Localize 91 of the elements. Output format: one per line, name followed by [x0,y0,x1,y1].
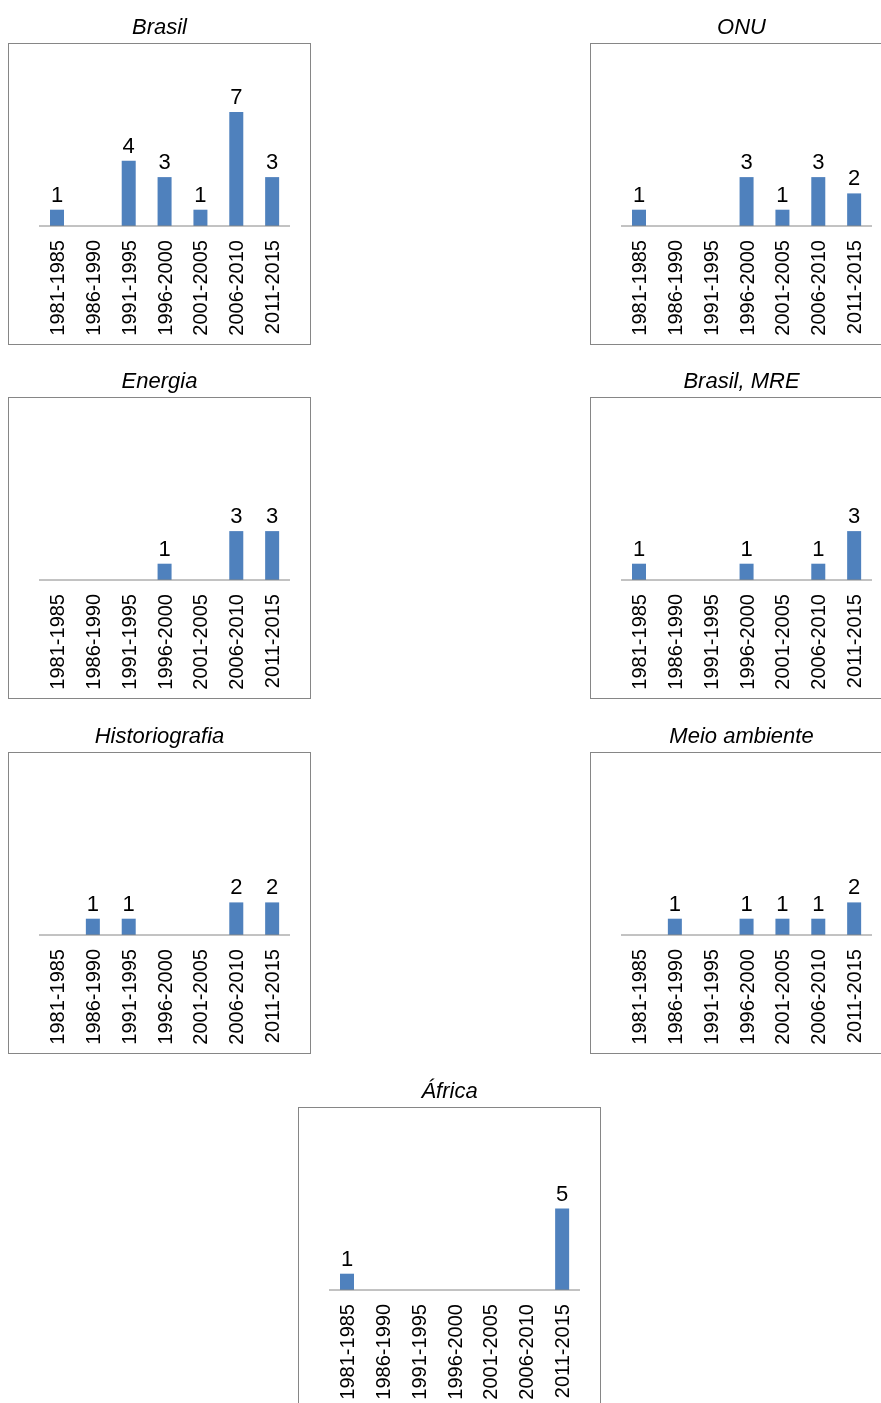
x-tick-label: 2011-2015 [843,240,866,335]
chart-title: Brasil, MRE [682,367,801,395]
chart-title: Energia [120,367,199,395]
chart-title: Meio ambiente [668,722,815,750]
x-tick-label: 1996-2000 [735,594,758,690]
data-label: 3 [230,503,243,529]
x-tick-label: 1986-1990 [663,594,686,690]
x-tick-label: 1991-1995 [699,949,722,1045]
x-tick-label: 1991-1995 [699,594,722,690]
data-label: 1 [340,1245,354,1271]
x-tick-label: 2006-2010 [807,594,830,690]
data-label: 1 [776,181,789,207]
x-tick-label: 2011-2015 [551,1304,574,1399]
bar [157,177,172,226]
x-tick-label: 1986-1990 [81,240,104,336]
x-tick-label: 1996-2000 [153,949,176,1045]
x-tick-label: 1986-1990 [371,1304,394,1400]
x-tick-label: 2011-2015 [843,949,866,1044]
data-label: 1 [812,890,825,916]
data-label: 3 [266,149,279,175]
x-tick-label: 2006-2010 [807,240,830,336]
data-label: 3 [266,503,279,529]
x-tick-label: 1981-1985 [45,949,68,1045]
data-label: 3 [848,503,861,529]
x-tick-label: 2006-2010 [225,240,248,336]
x-tick-label: 2001-2005 [479,1304,502,1400]
data-label: 3 [740,149,753,175]
x-tick-label: 1991-1995 [117,240,140,336]
bar [193,209,208,226]
x-tick-label: 2011-2015 [261,594,284,689]
x-tick-label: 1981-1985 [335,1304,358,1400]
data-label: 2 [848,874,861,900]
data-label: 5 [556,1180,569,1206]
x-tick-label: 1981-1985 [45,240,68,336]
data-label: 1 [86,890,99,916]
data-label: 3 [158,149,171,175]
chart-title: Historiografia [93,722,226,750]
data-label: 3 [812,149,825,175]
x-tick-label: 2001-2005 [189,240,212,336]
x-tick-label: 1991-1995 [699,240,722,336]
bar [121,160,136,226]
x-tick-label: 1991-1995 [117,594,140,690]
x-tick-label: 2001-2005 [771,240,794,336]
bar [229,111,244,226]
x-tick-label: 1991-1995 [407,1304,430,1400]
x-tick-label: 1991-1995 [117,949,140,1045]
data-label: 1 [632,535,646,561]
x-tick-label: 1981-1985 [627,240,650,336]
data-label: 1 [158,535,171,561]
data-label: 2 [266,874,279,900]
x-tick-label: 2006-2010 [225,949,248,1045]
bar [50,209,64,226]
data-label: 1 [122,890,135,916]
x-tick-label: 2011-2015 [261,240,284,335]
x-tick-label: 1996-2000 [735,240,758,336]
x-tick-label: 1981-1985 [45,594,68,690]
x-tick-label: 2011-2015 [261,949,284,1044]
x-tick-label: 2006-2010 [807,949,830,1045]
x-tick-label: 1981-1985 [627,949,650,1045]
data-label: 1 [740,890,753,916]
data-label: 1 [194,181,207,207]
x-tick-label: 2001-2005 [189,594,212,690]
bar [265,177,280,226]
data-label: 1 [740,535,753,561]
data-label: 2 [230,874,243,900]
data-label: 1 [50,181,64,207]
x-tick-label: 1981-1985 [627,594,650,690]
x-tick-label: 2001-2005 [771,594,794,690]
data-label: 1 [812,535,825,561]
x-tick-label: 1986-1990 [663,949,686,1045]
chart-title: ONU [716,13,767,41]
data-label: 4 [122,132,135,158]
x-tick-label: 2001-2005 [189,949,212,1045]
chart-title: África [420,1077,479,1105]
x-tick-label: 2006-2010 [225,594,248,690]
x-tick-label: 2001-2005 [771,949,794,1045]
data-label: 2 [848,165,861,191]
data-label: 7 [230,83,243,109]
x-tick-label: 1996-2000 [443,1304,466,1400]
x-tick-label: 2011-2015 [843,594,866,689]
x-tick-label: 1996-2000 [153,594,176,690]
x-tick-label: 2006-2010 [515,1304,538,1400]
chart-title: Brasil [131,13,189,41]
data-label: 1 [776,890,789,916]
x-tick-label: 1986-1990 [663,240,686,336]
x-tick-label: 1996-2000 [153,240,176,336]
data-label: 1 [668,890,681,916]
x-tick-label: 1986-1990 [81,949,104,1045]
data-label: 1 [632,181,646,207]
x-tick-label: 1986-1990 [81,594,104,690]
x-tick-label: 1996-2000 [735,949,758,1045]
